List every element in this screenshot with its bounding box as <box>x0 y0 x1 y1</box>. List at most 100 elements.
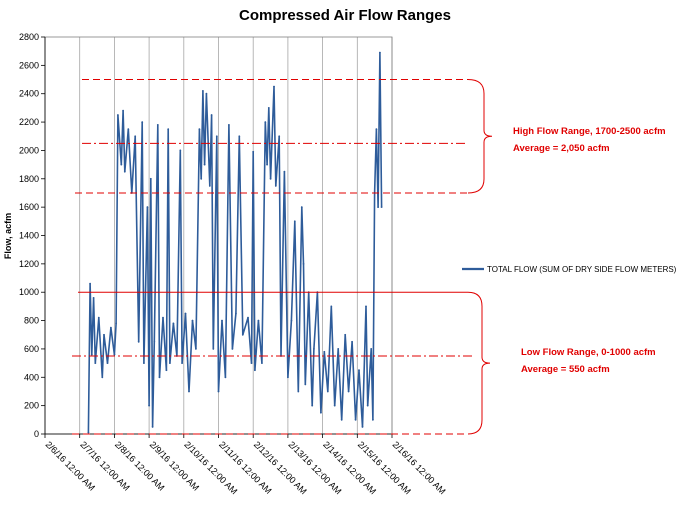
data-point <box>269 177 272 180</box>
y-tick-label: 1800 <box>19 174 39 184</box>
data-point <box>304 383 307 386</box>
data-point <box>264 121 267 123</box>
data-point <box>208 185 211 187</box>
data-point <box>101 376 104 379</box>
data-point <box>247 316 249 319</box>
data-point <box>273 85 275 88</box>
data-point <box>320 411 322 414</box>
data-point <box>241 333 244 336</box>
y-tick-label: 1000 <box>19 287 39 297</box>
y-tick-labels: 0 200 400 600 800 1000 1200 1400 1600 1800 2000 220… <box>19 32 39 439</box>
data-point <box>323 350 326 353</box>
y-axis-label: Flow, acfm <box>3 213 13 259</box>
data-point <box>97 316 100 319</box>
data-point <box>302 263 305 265</box>
data-point <box>250 362 253 364</box>
data-point <box>141 121 144 123</box>
data-point <box>89 282 91 285</box>
data-point <box>266 163 268 166</box>
data-point <box>215 135 218 138</box>
data-point <box>123 170 126 173</box>
data-point <box>212 348 215 350</box>
data-point <box>254 369 256 372</box>
data-point <box>106 362 109 364</box>
data-point <box>347 390 350 393</box>
y-tick-label: 2800 <box>19 32 39 42</box>
y-tick-label: 400 <box>24 372 39 382</box>
data-point <box>179 149 182 152</box>
data-point <box>365 305 367 308</box>
data-point <box>181 362 184 364</box>
data-point <box>221 319 223 322</box>
data-point <box>274 185 277 187</box>
legend-label: TOTAL FLOW (SUM OF DRY SIDE FLOW METERS) <box>487 265 677 274</box>
data-point <box>90 353 93 356</box>
y-tick-label: 1400 <box>19 231 39 241</box>
data-point <box>297 390 300 393</box>
data-point <box>134 135 137 138</box>
x-tick-labels: 2/6/16 12:00 AM2/7/16 12:00 AM2/8/16 12:… <box>44 439 448 496</box>
data-point <box>293 220 296 223</box>
data-point <box>358 369 360 372</box>
y-tick-label: 600 <box>24 344 39 354</box>
data-point <box>127 128 130 131</box>
data-point <box>283 170 286 173</box>
data-point <box>165 369 168 372</box>
data-point <box>184 312 187 315</box>
data-point <box>110 326 112 329</box>
y-tick-label: 2400 <box>19 89 39 99</box>
low-range-average-label: Average = 550 acfm <box>521 364 610 375</box>
data-point <box>117 114 119 116</box>
data-point <box>337 348 340 350</box>
y-tick-label: 1600 <box>19 202 39 212</box>
y-tick-label: 1200 <box>19 259 39 269</box>
data-point <box>172 322 175 325</box>
high-range-average-label: Average = 2,050 acfm <box>513 143 610 154</box>
data-point <box>351 340 353 343</box>
data-point <box>203 163 206 166</box>
data-point <box>267 107 270 109</box>
data-point <box>380 206 383 209</box>
data-point <box>137 340 140 343</box>
data-point <box>231 348 234 350</box>
data-point <box>313 348 315 350</box>
data-point <box>151 426 154 428</box>
data-point <box>228 124 230 126</box>
data-point <box>311 404 314 407</box>
legend: TOTAL FLOW (SUM OF DRY SIDE FLOW METERS) <box>462 265 677 274</box>
data-point <box>300 206 303 209</box>
data-point <box>103 333 105 336</box>
y-tick-label: 200 <box>24 401 39 411</box>
data-point <box>202 90 204 92</box>
range-annotations: High Flow Range, 1700-2500 acfm Average =… <box>72 79 666 435</box>
low-range-label: Low Flow Range, 0-1000 acfm <box>521 347 656 358</box>
data-point <box>205 92 208 95</box>
data-point <box>375 128 378 131</box>
data-point <box>92 297 95 299</box>
data-point <box>261 362 263 364</box>
data-point <box>195 348 197 350</box>
high-range-brace <box>467 79 493 194</box>
data-point <box>115 322 117 325</box>
data-point <box>333 404 336 407</box>
data-point <box>330 305 333 308</box>
series-layer <box>87 51 383 434</box>
data-point <box>120 163 123 166</box>
data-point <box>370 348 373 350</box>
data-point <box>153 340 156 343</box>
y-tick-label: 2600 <box>19 60 39 70</box>
y-tick-label: 2000 <box>19 145 39 155</box>
data-point <box>344 333 347 336</box>
data-point <box>143 362 145 364</box>
data-point <box>287 376 289 379</box>
data-point <box>200 177 203 180</box>
data-point <box>113 353 116 356</box>
data-point <box>87 431 90 434</box>
data-point <box>340 418 343 421</box>
data-point <box>149 177 152 180</box>
data-point <box>290 319 293 322</box>
data-point <box>379 51 381 54</box>
chart-title: Compressed Air Flow Ranges <box>239 7 451 24</box>
data-point <box>354 418 357 421</box>
